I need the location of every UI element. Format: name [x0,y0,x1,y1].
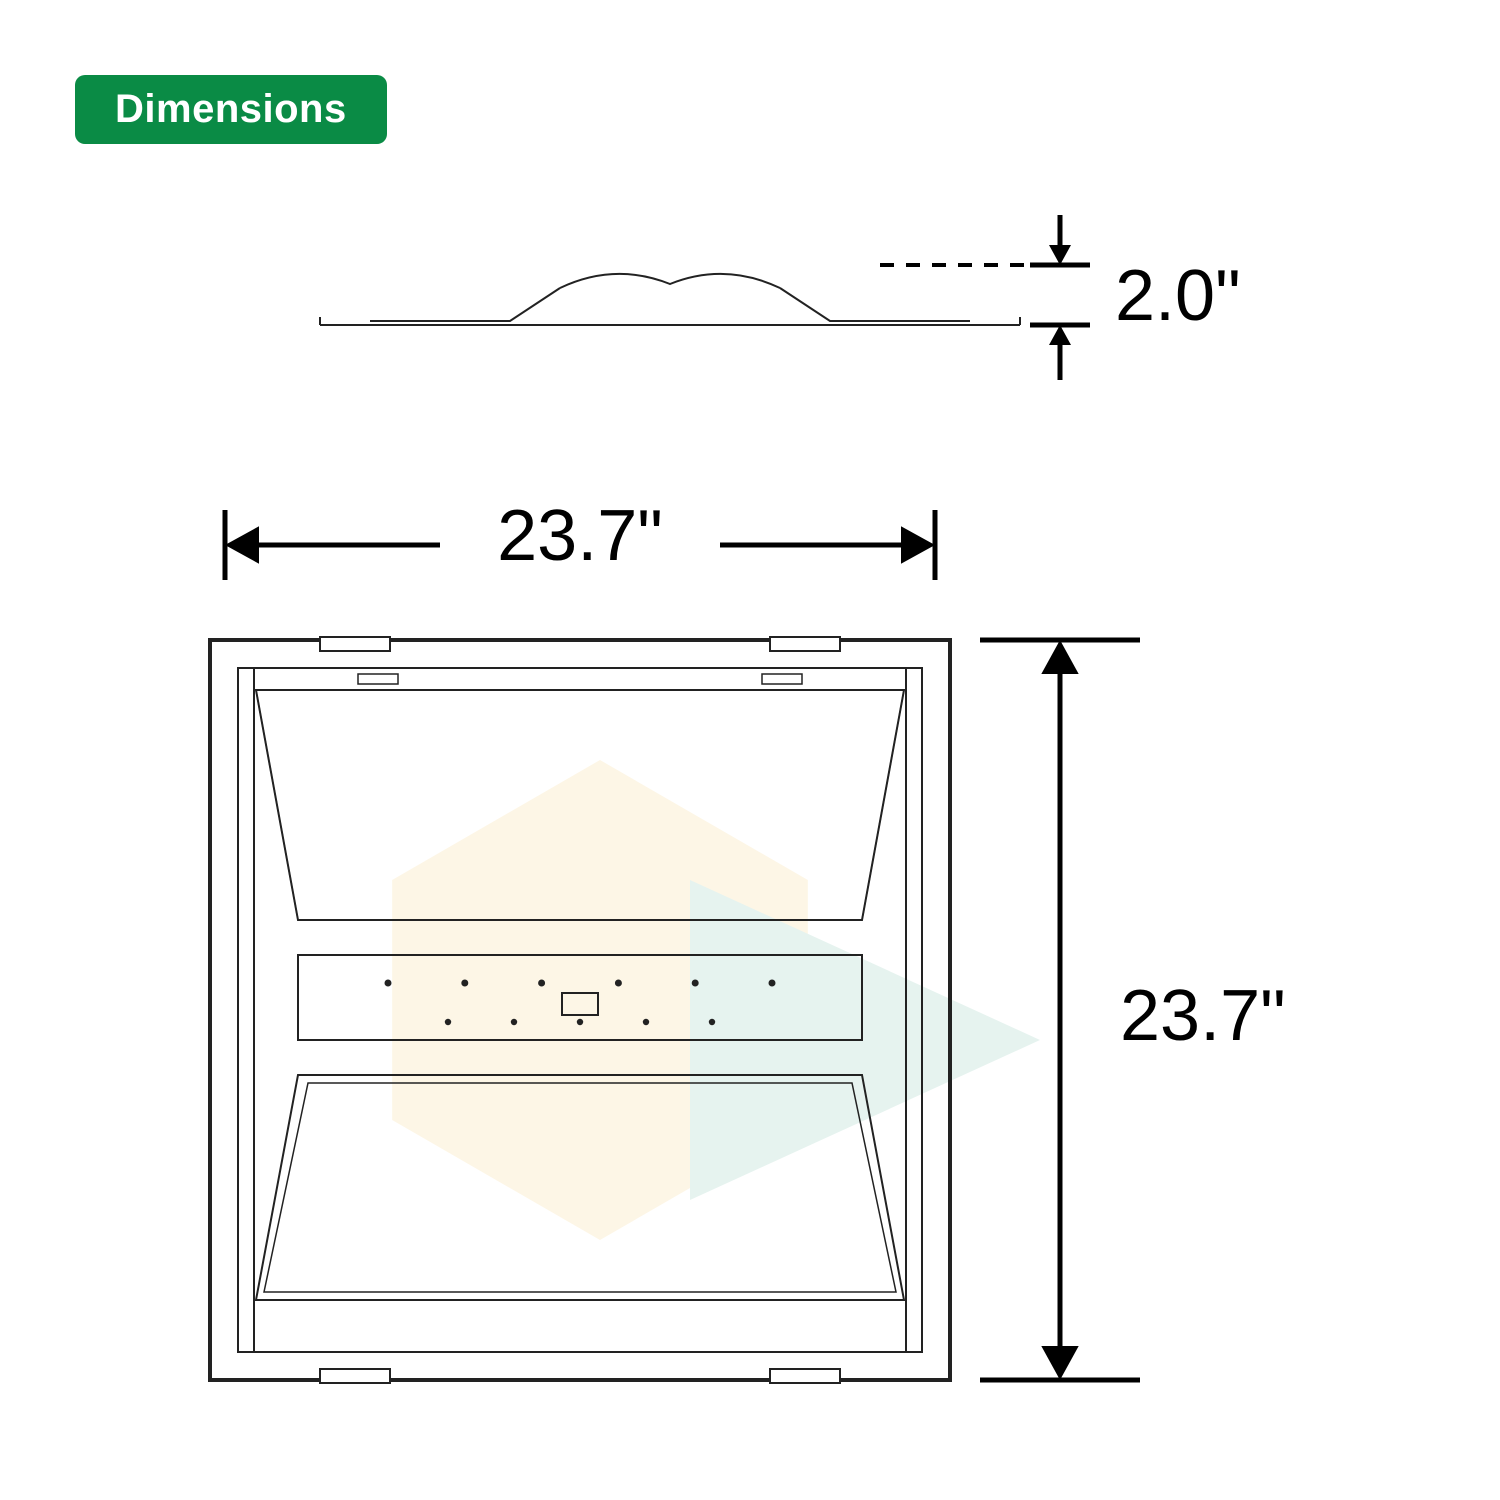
depth-label: 23.7" [1120,975,1286,1057]
diagram-svg [0,0,1500,1500]
height-label: 2.0" [1115,255,1241,337]
dimensions-diagram: Dimensions 2.0" 23.7" 23.7" [0,0,1500,1500]
watermark [392,760,1040,1240]
width-label: 23.7" [0,495,1160,577]
